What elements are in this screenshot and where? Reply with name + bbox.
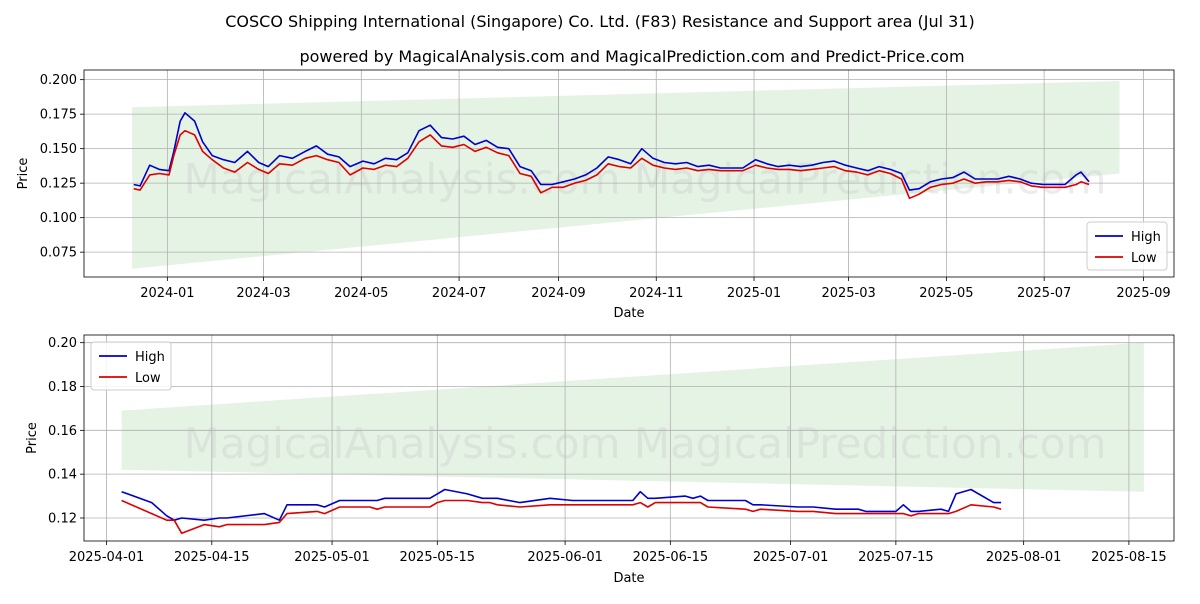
x-tick-label: 2025-03	[821, 286, 875, 301]
x-tick-label: 2025-08-01	[986, 550, 1062, 565]
x-tick-label: 2025-08-15	[1091, 550, 1167, 565]
legend-label-high: High	[135, 350, 165, 365]
y-tick-label: 0.200	[40, 73, 77, 88]
x-tick-label: 2025-06-01	[527, 550, 603, 565]
chart-legend: High Low	[1086, 221, 1168, 271]
y-tick-label: 0.100	[40, 211, 77, 226]
watermark: MagicalAnalysis.com MagicalPrediction.co…	[184, 155, 1107, 204]
x-axis-label: Date	[613, 571, 644, 586]
series-line-low	[121, 499, 1002, 535]
x-tick-label: 2025-07-01	[753, 550, 829, 565]
y-tick-label: 0.150	[40, 142, 77, 157]
legend-label-low: Low	[1131, 251, 1157, 266]
y-tick-label: 0.18	[48, 380, 77, 395]
x-tick-label: 2024-09	[531, 286, 585, 301]
x-tick-label: 2025-06-15	[633, 550, 709, 565]
x-tick-label: 2024-07	[432, 286, 486, 301]
x-tick-label: 2024-03	[236, 286, 290, 301]
series-line-high	[121, 488, 1002, 521]
legend-label-high: High	[1131, 230, 1161, 245]
y-tick-label: 0.125	[40, 177, 77, 192]
x-tick-label: 2025-05	[919, 286, 973, 301]
legend-label-low: Low	[135, 371, 161, 386]
top-price-chart: MagicalAnalysis.com MagicalPrediction.co…	[16, 69, 1175, 321]
y-tick-label: 0.20	[48, 336, 77, 351]
y-tick-label: 0.175	[40, 108, 77, 123]
bottom-price-chart: MagicalAnalysis.com MagicalPrediction.co…	[25, 334, 1175, 586]
x-tick-label: 2025-04-01	[69, 550, 145, 565]
x-tick-label: 2025-07	[1017, 286, 1071, 301]
x-tick-label: 2025-01	[727, 286, 781, 301]
chart-title: COSCO Shipping International (Singapore)…	[225, 12, 974, 31]
x-tick-label: 2024-01	[140, 286, 194, 301]
axes-frame	[83, 69, 1175, 278]
x-tick-label: 2024-11	[629, 286, 683, 301]
axes-frame	[83, 334, 1175, 542]
legend-box	[1086, 221, 1168, 271]
x-tick-label: 2025-09	[1116, 286, 1170, 301]
chart-subtitle: powered by MagicalAnalysis.com and Magic…	[299, 47, 964, 66]
x-tick-label: 2024-05	[334, 286, 388, 301]
resistance-support-band	[132, 81, 1120, 269]
watermark: MagicalAnalysis.com MagicalPrediction.co…	[184, 419, 1107, 468]
y-tick-label: 0.075	[40, 246, 77, 261]
x-axis-label: Date	[613, 306, 644, 321]
y-tick-label: 0.14	[48, 468, 77, 483]
chart-legend: High Low	[90, 341, 172, 391]
series-line-low	[133, 129, 1090, 200]
x-tick-label: 2025-04-15	[174, 550, 250, 565]
y-axis-label: Price	[25, 422, 40, 454]
x-tick-label: 2025-05-01	[294, 550, 370, 565]
series-line-high	[133, 112, 1090, 191]
y-axis-label: Price	[16, 158, 31, 190]
legend-box	[90, 341, 172, 391]
resistance-support-band	[121, 342, 1144, 492]
x-tick-label: 2025-05-15	[400, 550, 476, 565]
y-tick-label: 0.12	[48, 511, 77, 526]
y-tick-label: 0.16	[48, 424, 77, 439]
x-tick-label: 2025-07-15	[858, 550, 934, 565]
